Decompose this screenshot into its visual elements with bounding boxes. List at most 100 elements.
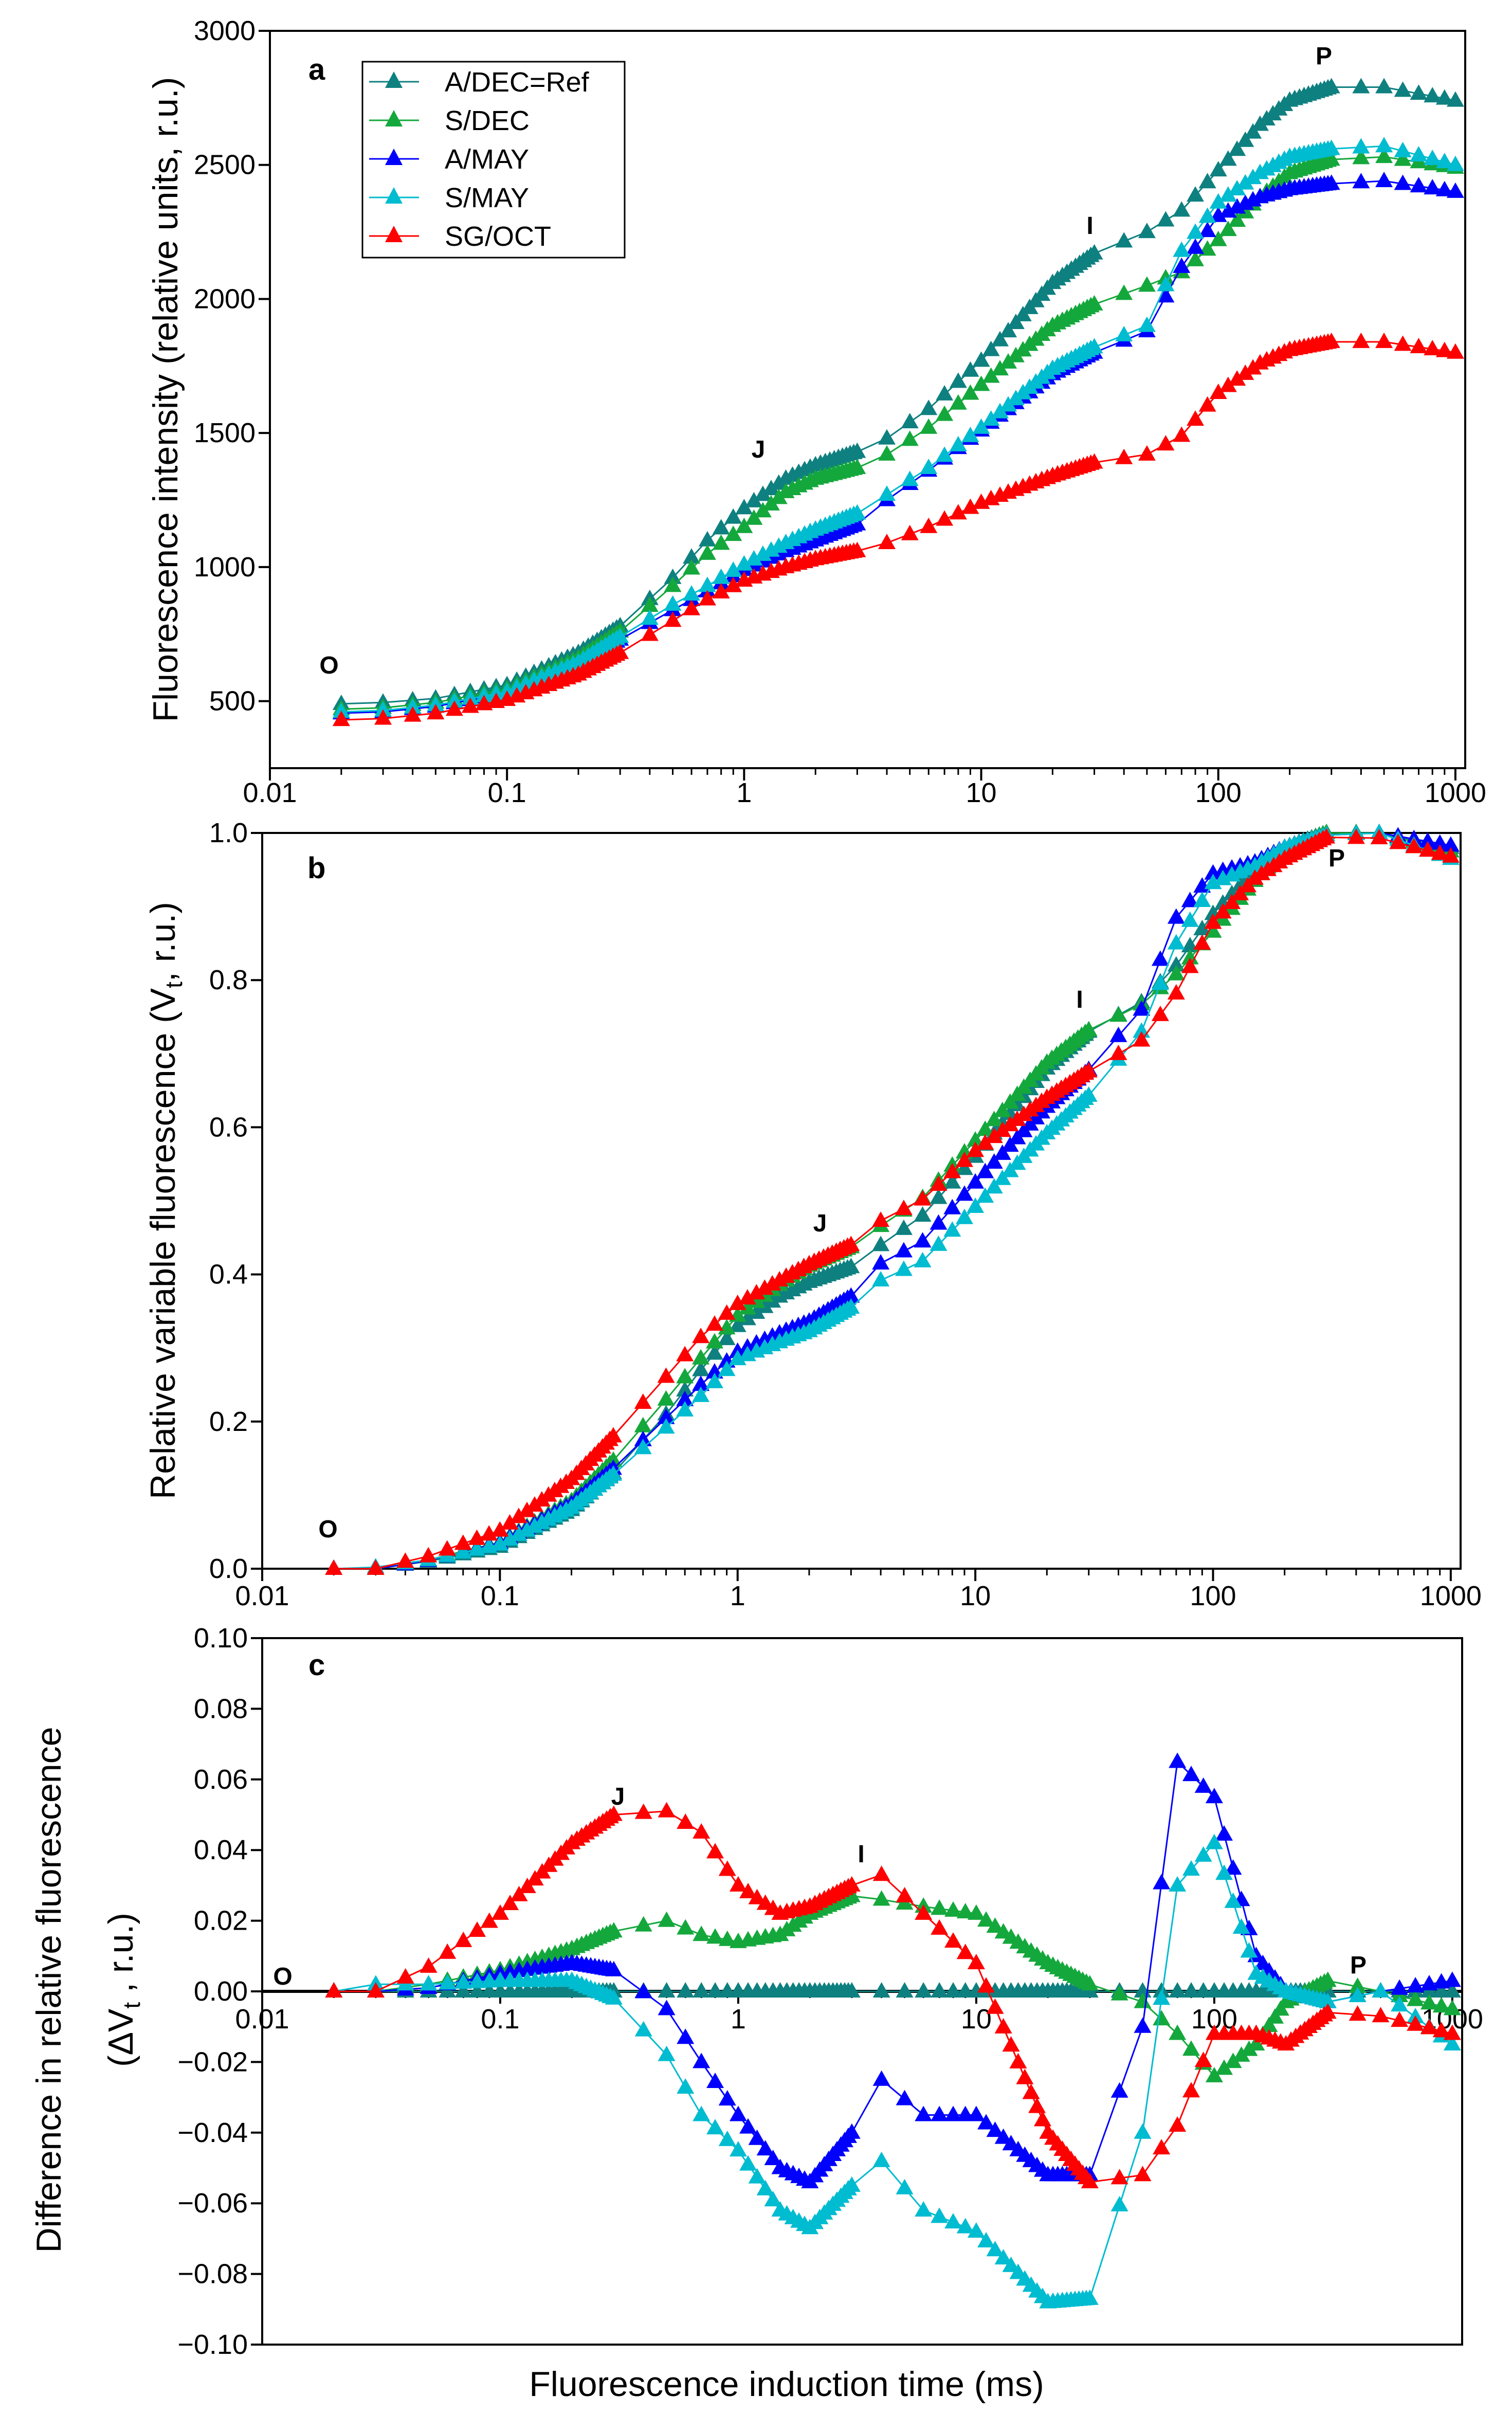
data-point-marker	[1319, 1971, 1337, 1987]
data-point-marker	[728, 1294, 746, 1310]
data-point-marker	[754, 545, 772, 561]
data-point-marker	[1424, 340, 1442, 356]
data-point-marker	[1181, 949, 1199, 965]
data-point-marker	[739, 2118, 757, 2134]
data-point-marker	[658, 1911, 676, 1927]
data-point-marker	[895, 1242, 913, 1258]
data-point-marker	[1193, 934, 1211, 950]
data-point-marker	[1228, 370, 1246, 386]
data-point-marker	[718, 2130, 736, 2146]
data-point-marker	[994, 2128, 1012, 2144]
data-point-marker	[1153, 1989, 1171, 2005]
data-point-marker	[901, 430, 919, 446]
data-point-marker	[1080, 1021, 1098, 1037]
data-point-marker	[1193, 891, 1211, 907]
data-point-marker	[1001, 1093, 1019, 1109]
y-axis-title-a: Fluorescence intensity (relative units, …	[146, 77, 185, 722]
data-point-marker	[420, 1957, 438, 1973]
data-point-marker	[848, 515, 866, 531]
data-point-marker	[657, 1408, 675, 1424]
y-tick-label: −0.04	[177, 2117, 248, 2148]
data-point-marker	[967, 1197, 985, 1213]
data-point-marker	[930, 1235, 948, 1251]
data-point-marker	[1169, 1752, 1187, 1768]
data-point-marker	[1007, 313, 1025, 329]
data-point-marker	[1431, 844, 1449, 860]
data-point-marker	[634, 1803, 652, 1819]
data-point-marker	[748, 2129, 766, 2145]
data-point-marker	[764, 2191, 782, 2207]
data-point-marker	[724, 525, 742, 541]
data-point-marker	[955, 1151, 973, 1167]
y-tick-label: 0.06	[194, 1764, 248, 1795]
data-point-marker	[718, 1860, 736, 1876]
data-point-marker	[634, 1430, 652, 1446]
data-point-marker	[641, 609, 659, 625]
data-point-marker	[1375, 332, 1393, 348]
data-point-marker	[920, 418, 938, 434]
data-point-marker	[1009, 2053, 1027, 2068]
data-point-marker	[445, 700, 463, 716]
data-point-marker	[454, 1534, 472, 1550]
data-point-marker	[1424, 179, 1442, 195]
data-point-marker	[735, 517, 753, 533]
y-tick-label: −0.08	[177, 2259, 248, 2290]
data-point-marker	[698, 590, 716, 606]
series-line	[334, 832, 1451, 1570]
data-point-marker	[1410, 338, 1428, 354]
data-point-marker	[748, 1284, 766, 1300]
data-point-marker	[1443, 1971, 1461, 1987]
data-point-marker	[1182, 1766, 1200, 1782]
data-point-marker	[739, 1882, 757, 1898]
data-point-marker	[1169, 2024, 1187, 2040]
data-point-marker	[461, 689, 479, 705]
data-point-marker	[931, 1982, 949, 1998]
phase-label-i: I	[1086, 212, 1093, 240]
data-point-marker	[658, 1802, 676, 1818]
data-point-marker	[914, 1190, 932, 1206]
x-tick-label: 0.1	[481, 2004, 519, 2035]
data-point-marker	[705, 1344, 723, 1360]
data-point-marker	[1446, 182, 1464, 198]
data-point-marker	[657, 1367, 675, 1383]
legend-label: S/MAY	[445, 183, 529, 213]
data-point-marker	[1224, 2053, 1242, 2068]
data-point-marker	[756, 2180, 774, 2195]
data-point-marker	[1167, 965, 1185, 981]
data-point-marker	[461, 697, 479, 713]
data-point-marker	[604, 1427, 622, 1443]
data-point-marker	[728, 1350, 746, 1366]
data-point-marker	[706, 1843, 724, 1859]
data-point-marker	[1194, 1777, 1212, 1793]
data-point-marker	[1081, 1975, 1099, 1991]
data-point-marker	[1157, 211, 1175, 227]
data-point-marker	[374, 701, 392, 717]
y-tick-label: 500	[209, 686, 256, 717]
data-point-marker	[748, 1889, 766, 1904]
data-point-marker	[1435, 153, 1453, 169]
data-point-marker	[1198, 240, 1216, 256]
data-point-marker	[949, 504, 967, 520]
data-point-marker	[872, 1890, 890, 1906]
data-point-marker	[1391, 2011, 1409, 2027]
data-point-marker	[332, 702, 350, 718]
data-point-marker	[1085, 244, 1103, 260]
data-point-marker	[748, 1303, 766, 1319]
data-point-marker	[1110, 1985, 1128, 2001]
data-point-marker	[1187, 410, 1205, 426]
data-point-marker	[955, 1185, 973, 1201]
y-tick-label: −0.02	[177, 2046, 248, 2077]
data-point-marker	[325, 1559, 343, 1575]
series-line	[334, 832, 1451, 1570]
data-point-marker	[1318, 828, 1336, 844]
data-point-marker	[1352, 78, 1370, 94]
data-point-marker	[842, 1287, 860, 1303]
series-sg-oct	[332, 332, 1464, 727]
data-point-marker	[1181, 911, 1199, 927]
series-s-may	[332, 137, 1464, 718]
legend-item: S/MAY	[369, 183, 529, 213]
data-point-marker	[763, 1275, 781, 1291]
data-point-marker	[1394, 174, 1412, 190]
phase-label-o: O	[273, 1963, 292, 1990]
data-point-marker	[454, 1982, 472, 1998]
